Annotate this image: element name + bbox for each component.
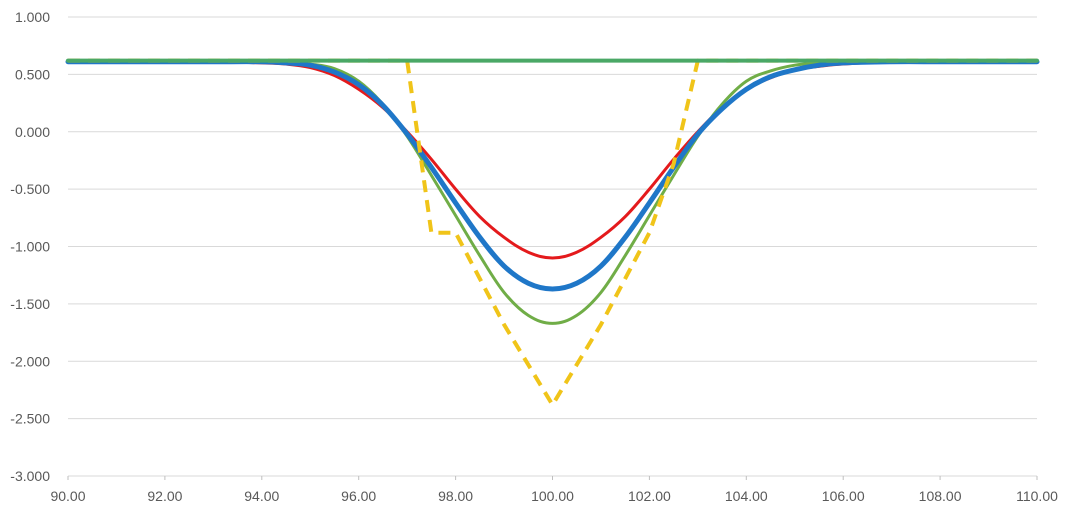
y-axis-tick-labels: 1.000 0.500 0.000 -0.500 -1.000 -1.500 -2.000 -… [10, 9, 50, 484]
series-line-2 [66, 59, 1039, 325]
y-tick-label: -1.000 [10, 239, 50, 255]
y-tick-label: -2.000 [10, 353, 50, 369]
x-tick-label: 110.00 [1016, 488, 1058, 504]
series-lines [65, 58, 1040, 407]
y-tick-label: 0.000 [15, 124, 50, 140]
x-tick-label: 94.00 [244, 488, 279, 504]
y-tick-label: -1.500 [10, 296, 50, 312]
x-tick-label: 96.00 [341, 488, 376, 504]
x-tick-label: 108.00 [919, 488, 962, 504]
x-tick-label: 100.00 [531, 488, 574, 504]
x-tick-label: 106.00 [822, 488, 865, 504]
x-tick-label: 102.00 [628, 488, 671, 504]
y-tick-label: -3.000 [10, 468, 50, 484]
y-tick-label: -2.500 [10, 411, 50, 427]
x-tick-label: 92.00 [147, 488, 182, 504]
y-tick-label: 0.500 [15, 66, 50, 82]
x-tick-label: 98.00 [438, 488, 473, 504]
series-line-1 [66, 60, 1039, 260]
gridlines [68, 16, 1037, 477]
x-tick-label: 90.00 [50, 488, 85, 504]
series-line-4 [68, 58, 1037, 407]
y-tick-label: 1.000 [15, 9, 50, 25]
x-tick-label: 104.00 [725, 488, 768, 504]
series-line-3 [65, 59, 1040, 292]
y-tick-label: -0.500 [10, 181, 50, 197]
x-axis-tick-labels: 90.00 92.00 94.00 96.00 98.00 100.00 102.00 104… [50, 476, 1058, 504]
